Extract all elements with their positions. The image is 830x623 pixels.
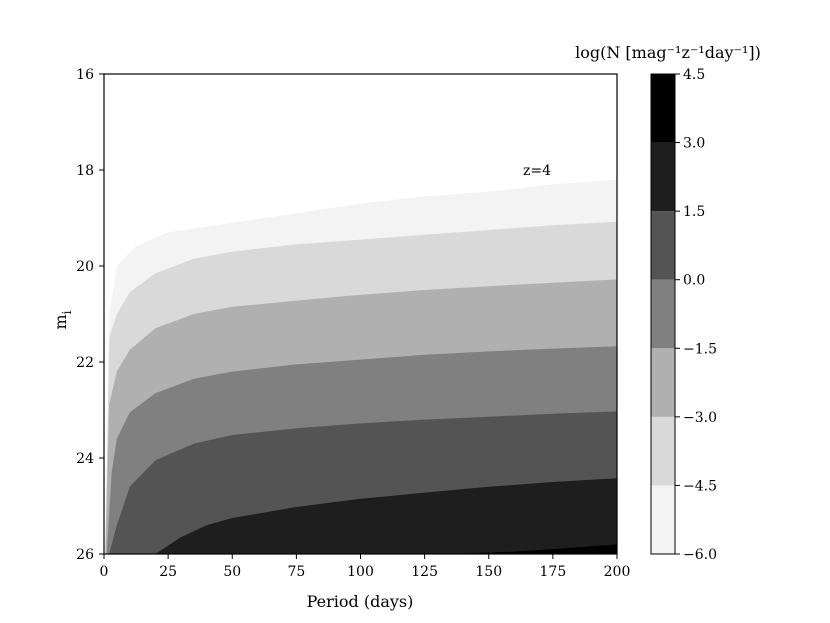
colorbar-tick-label: 0.0	[683, 273, 705, 289]
x-tick-label: 50	[223, 564, 241, 580]
y-axis-label-main: m	[51, 314, 70, 329]
contour-region	[450, 544, 617, 554]
x-tick-label: 200	[604, 564, 631, 580]
y-tick-label: 20	[76, 259, 94, 275]
colorbar-tick-label: 1.5	[683, 204, 705, 220]
y-tick-label: 18	[76, 163, 94, 179]
colorbar-band	[651, 74, 675, 143]
colorbar-band	[651, 416, 675, 486]
colorbar-band	[651, 211, 675, 280]
colorbar-tick-label: 4.5	[683, 67, 705, 83]
colorbar-label: log(N [mag⁻¹z⁻¹day⁻¹])	[575, 43, 761, 62]
colorbar-tick-label: −3.0	[683, 410, 717, 426]
contour-region	[155, 478, 617, 554]
x-tick-label: 150	[475, 564, 502, 580]
x-tick-label: 75	[287, 564, 305, 580]
x-tick-label: 175	[540, 564, 567, 580]
colorbar-band	[651, 348, 675, 417]
y-axis-label: mi	[51, 310, 74, 329]
y-tick-label: 26	[76, 547, 94, 563]
x-axis-ticks: 0 25 50 75 100 125 150 175 200	[100, 554, 631, 580]
x-tick-label: 125	[411, 564, 438, 580]
colorbar-band	[651, 279, 675, 349]
x-axis-label: Period (days)	[307, 592, 414, 611]
colorbar-tick-label: −6.0	[683, 547, 717, 563]
colorbar	[651, 74, 675, 554]
colorbar-tick-label: 3.0	[683, 136, 705, 152]
x-tick-label: 25	[159, 564, 177, 580]
y-tick-label: 16	[76, 67, 94, 83]
x-tick-label: 0	[100, 564, 109, 580]
redshift-annotation: z=4	[523, 163, 551, 179]
colorbar-tick-label: −1.5	[683, 341, 717, 357]
y-tick-label: 22	[76, 355, 94, 371]
y-tick-label: 24	[76, 451, 94, 467]
y-axis-label-sub: i	[60, 310, 74, 314]
colorbar-ticks: −6.0 −4.5 −3.0 −1.5 0.0 1.5 3.0 4.5	[675, 67, 717, 563]
colorbar-band	[651, 142, 675, 212]
x-tick-label: 100	[347, 564, 374, 580]
colorbar-tick-label: −4.5	[683, 478, 717, 494]
contour-regions	[105, 179, 617, 554]
colorbar-frame	[650, 73, 676, 555]
y-axis-ticks: 16 18 20 22 24 26	[76, 67, 104, 563]
colorbar-band	[651, 485, 675, 554]
